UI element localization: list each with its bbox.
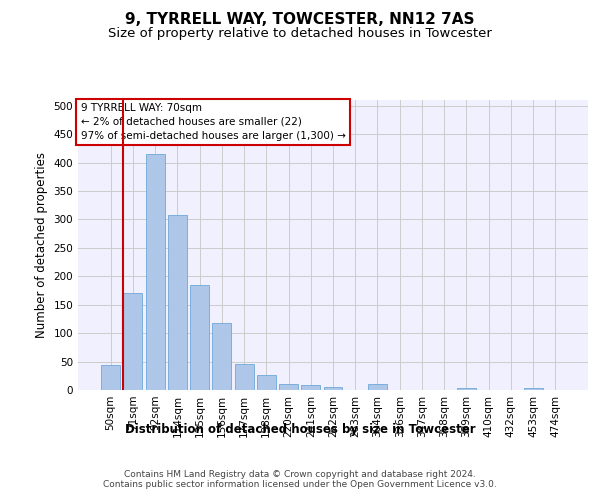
Text: Size of property relative to detached houses in Towcester: Size of property relative to detached ho… — [108, 28, 492, 40]
Text: 9 TYRRELL WAY: 70sqm
← 2% of detached houses are smaller (22)
97% of semi-detach: 9 TYRRELL WAY: 70sqm ← 2% of detached ho… — [80, 103, 346, 141]
Bar — [101, 365, 120, 390]
Text: Distribution of detached houses by size in Towcester: Distribution of detached houses by size … — [125, 422, 475, 436]
Bar — [457, 388, 476, 390]
Text: Contains HM Land Registry data © Crown copyright and database right 2024.: Contains HM Land Registry data © Crown c… — [124, 470, 476, 479]
Y-axis label: Number of detached properties: Number of detached properties — [35, 152, 48, 338]
Bar — [524, 388, 542, 390]
Bar — [323, 387, 343, 390]
Bar — [124, 294, 142, 390]
Bar — [301, 385, 320, 390]
Bar — [190, 285, 209, 390]
Bar — [146, 154, 164, 390]
Text: 9, TYRRELL WAY, TOWCESTER, NN12 7AS: 9, TYRRELL WAY, TOWCESTER, NN12 7AS — [125, 12, 475, 28]
Bar — [235, 364, 254, 390]
Text: Contains public sector information licensed under the Open Government Licence v3: Contains public sector information licen… — [103, 480, 497, 489]
Bar — [368, 384, 387, 390]
Bar — [257, 374, 276, 390]
Bar — [279, 384, 298, 390]
Bar — [212, 324, 231, 390]
Bar — [168, 216, 187, 390]
